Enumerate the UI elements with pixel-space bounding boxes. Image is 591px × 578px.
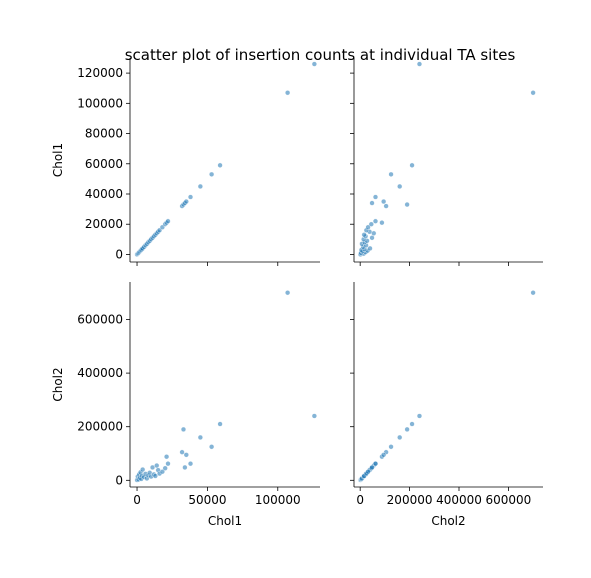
y-tick-label: 40000 — [85, 187, 123, 201]
panel-chol2-vs-chol2: 0 200000 400000 600000 Chol2 — [350, 282, 543, 528]
y-tick-label: 100000 — [77, 96, 123, 110]
data-point — [530, 90, 536, 96]
data-point — [154, 462, 160, 469]
y-tick-label: 60000 — [85, 157, 123, 171]
data-point — [183, 198, 189, 205]
x-axis-label: Chol1 — [208, 514, 242, 528]
x-tick-label: 0 — [356, 493, 364, 507]
data-point — [311, 61, 317, 67]
data-point — [217, 421, 223, 427]
data-point — [404, 426, 410, 432]
y-tick-label: 0 — [115, 473, 123, 487]
data-point — [183, 452, 189, 458]
x-axis-label: Chol2 — [431, 514, 465, 528]
data-point — [388, 171, 394, 177]
data-point — [369, 235, 375, 241]
data-point — [159, 469, 165, 475]
data-point — [209, 171, 215, 177]
data-point — [152, 473, 158, 479]
data-point — [383, 203, 389, 209]
x-tick-label: 100000 — [255, 493, 301, 507]
data-point — [179, 449, 185, 455]
data-point — [530, 290, 536, 296]
data-point — [416, 61, 423, 67]
data-point — [369, 464, 375, 471]
y-tick-label: 200000 — [77, 420, 123, 434]
data-point — [372, 461, 379, 467]
data-point — [209, 444, 215, 450]
y-tick-label: 0 — [115, 247, 123, 261]
data-point — [217, 162, 223, 168]
x-tick-label: 50000 — [188, 493, 226, 507]
panel-chol1-vs-chol1: 0 20000 40000 60000 80000 100000 120000 Chol1 — [51, 58, 320, 266]
data-point — [162, 465, 168, 471]
data-point — [369, 200, 375, 206]
data-point — [372, 194, 379, 200]
chart-title: scatter plot of insertion counts at indi… — [124, 46, 516, 64]
x-tick-label: 600000 — [486, 493, 532, 507]
data-point — [140, 466, 146, 473]
data-point — [165, 461, 171, 467]
y-tick-label: 20000 — [85, 217, 123, 231]
data-point — [285, 290, 291, 296]
y-tick-label: 400000 — [77, 366, 123, 380]
data-point — [388, 444, 394, 450]
data-point — [381, 198, 387, 205]
y-tick-label: 80000 — [85, 127, 123, 141]
x-tick-label: 0 — [133, 493, 141, 507]
data-point — [180, 426, 187, 432]
y-axis-label: Chol1 — [51, 143, 65, 177]
data-point — [182, 464, 188, 471]
data-point — [379, 220, 385, 226]
x-tick-label: 400000 — [436, 493, 482, 507]
data-point — [285, 90, 291, 96]
data-point — [397, 183, 403, 190]
data-point — [311, 413, 317, 419]
data-point — [404, 201, 410, 208]
data-point — [409, 162, 415, 168]
data-point — [381, 452, 387, 458]
data-point — [149, 464, 156, 471]
data-point — [367, 245, 373, 252]
y-tick-label: 600000 — [77, 313, 123, 327]
data-point — [361, 232, 367, 238]
y-axis-label: Chol2 — [51, 367, 65, 401]
panel-chol1-vs-chol2 — [350, 58, 543, 266]
data-point — [365, 224, 371, 230]
data-point — [165, 218, 171, 224]
y-tick-label: 120000 — [77, 66, 123, 80]
data-point — [197, 183, 203, 190]
data-point — [187, 194, 194, 200]
data-point — [409, 421, 415, 427]
panel-chol2-vs-chol1: 0 50000 100000 0 200000 400000 600000 Chol1 Chol… — [51, 282, 320, 528]
data-point — [416, 413, 423, 419]
x-tick-label: 200000 — [387, 493, 433, 507]
data-point — [368, 221, 374, 227]
data-point — [197, 434, 203, 441]
data-point — [365, 469, 371, 475]
data-point — [372, 218, 379, 224]
data-point — [397, 434, 403, 441]
data-point — [163, 454, 170, 460]
data-point — [187, 461, 194, 467]
